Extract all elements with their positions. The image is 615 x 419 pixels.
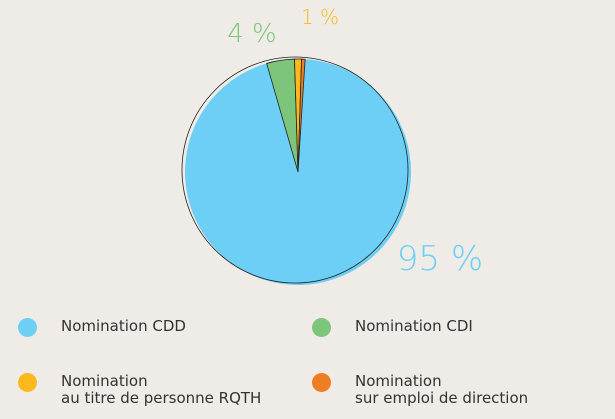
pie-slice — [185, 59, 411, 286]
legend-label: Nomination CDD — [61, 317, 186, 335]
legend-label: Nomination sur emploi de direction — [355, 372, 529, 407]
legend-swatch — [312, 373, 331, 392]
pie-outline — [181, 56, 409, 284]
value-label: 95 % — [397, 239, 483, 279]
value-label: 1 % — [301, 5, 339, 29]
legend-item: Nomination au titre de personne RQTH — [18, 373, 261, 407]
legend-swatch — [18, 373, 37, 392]
legend-item: Nomination sur emploi de direction — [312, 373, 528, 407]
legend-label: Nomination au titre de personne RQTH — [61, 372, 262, 407]
legend-item: Nomination CDI — [312, 318, 473, 337]
legend-swatch — [312, 318, 331, 337]
pie-area: 95 % 4 % 1 % — [181, 5, 483, 286]
legend-swatch — [18, 318, 37, 337]
legend-item: Nomination CDD — [18, 318, 186, 337]
legend-label: Nomination CDI — [355, 317, 473, 335]
value-label: 4 % — [227, 19, 277, 49]
pie-slice — [297, 58, 306, 173]
